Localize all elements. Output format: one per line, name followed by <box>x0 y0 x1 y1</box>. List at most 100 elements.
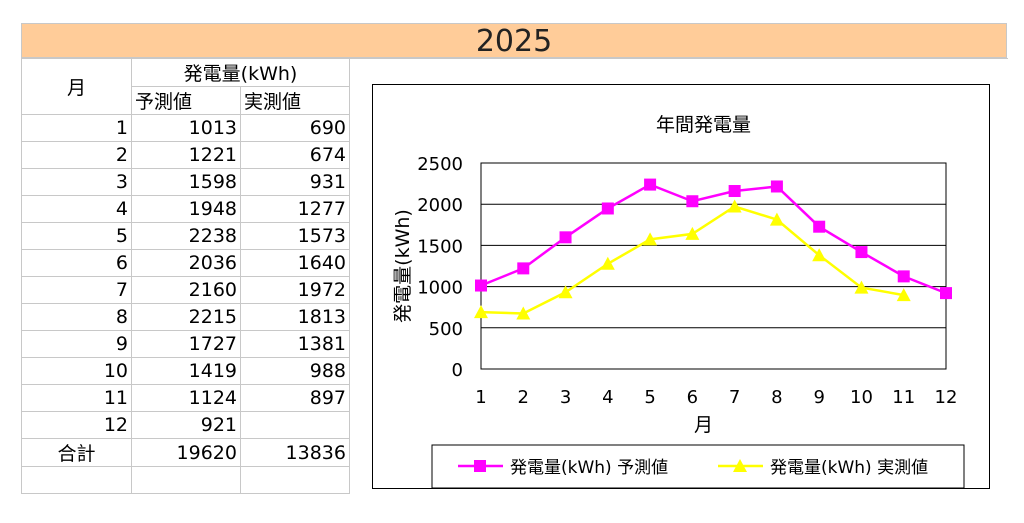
cell-month[interactable]: 1 <box>21 114 132 142</box>
cell-actual[interactable]: 1640 <box>240 249 350 277</box>
data-point-1 <box>686 195 699 208</box>
chart[interactable]: 年間発電量 0 500 1000 1500 2000 2500 1 2 3 4 5 6 7 8 9 10 11 12… <box>372 84 990 489</box>
cell-forecast[interactable]: 1013 <box>131 114 241 142</box>
cell-forecast[interactable]: 2160 <box>131 276 241 304</box>
data-point-1 <box>601 202 614 215</box>
series-line-1 <box>480 183 947 295</box>
y-tick-label: 1000 <box>417 278 463 299</box>
x-axis-label: 月 <box>694 414 713 436</box>
cell-month[interactable]: 2 <box>21 141 132 169</box>
cell-actual[interactable]: 931 <box>240 168 350 196</box>
data-point-1 <box>728 185 741 198</box>
cell-forecast[interactable]: 1727 <box>131 330 241 358</box>
cell-month[interactable]: 10 <box>21 357 132 385</box>
cell-month[interactable]: 6 <box>21 249 132 277</box>
total-row: 合計 19620 13836 <box>21 438 1008 467</box>
header-forecast[interactable]: 予測値 <box>131 86 241 115</box>
x-tick-label: 4 <box>602 387 613 408</box>
x-tick-label: 3 <box>560 387 571 408</box>
cell-month[interactable]: 9 <box>21 330 132 358</box>
sheet-title: 2025 <box>21 23 1007 59</box>
total-forecast[interactable]: 19620 <box>131 438 241 467</box>
header-month[interactable]: 月 <box>21 58 132 115</box>
cell-forecast[interactable]: 1419 <box>131 357 241 385</box>
cell-month[interactable]: 4 <box>21 195 132 223</box>
table-row: 3 1598 931 <box>21 168 1008 196</box>
total-label[interactable]: 合計 <box>21 438 132 467</box>
legend <box>431 444 965 489</box>
empty-cell[interactable] <box>21 466 132 494</box>
cell-forecast[interactable]: 2215 <box>131 303 241 331</box>
table-row: 8 2215 1813 <box>21 303 1008 331</box>
cell-actual[interactable] <box>240 411 350 439</box>
cell-forecast[interactable]: 2238 <box>131 222 241 250</box>
y-axis-label: 発電量(kWh) <box>392 209 414 323</box>
table-row: 1 1013 690 <box>21 114 1008 142</box>
legend-label: 発電量(kWh) 予測値 <box>510 458 668 478</box>
cell-forecast[interactable]: 1221 <box>131 141 241 169</box>
x-tick-label: 9 <box>813 387 824 408</box>
header-group[interactable]: 発電量(kWh) <box>131 58 350 87</box>
legend-marker <box>733 459 747 472</box>
y-tick-label: 500 <box>429 319 463 340</box>
data-point-2 <box>558 285 573 299</box>
data-point-2 <box>727 199 742 213</box>
cell-month[interactable]: 3 <box>21 168 132 196</box>
plot-area <box>480 162 947 370</box>
data-point-1 <box>897 270 910 283</box>
cell-month[interactable]: 12 <box>21 411 132 439</box>
data-point-2 <box>685 226 700 240</box>
total-actual[interactable]: 13836 <box>240 438 350 467</box>
cell-forecast[interactable]: 1598 <box>131 168 241 196</box>
cell-forecast[interactable]: 921 <box>131 411 241 439</box>
cell-actual[interactable]: 674 <box>240 141 350 169</box>
empty-cell[interactable] <box>240 466 350 494</box>
data-point-1 <box>475 279 487 292</box>
cell-actual[interactable]: 988 <box>240 357 350 385</box>
table-row: 6 2036 1640 <box>21 249 1008 277</box>
data-point-2 <box>643 232 658 246</box>
x-tick-label: 7 <box>729 387 740 408</box>
table-row: 2 1221 674 <box>21 141 1008 169</box>
data-point-2 <box>854 280 869 294</box>
cell-forecast[interactable]: 1948 <box>131 195 241 223</box>
x-tick-label: 12 <box>935 387 958 408</box>
table-row: 10 1419 988 <box>21 357 1008 385</box>
cell-actual[interactable]: 897 <box>240 384 350 412</box>
header-actual[interactable]: 実測値 <box>240 86 350 115</box>
cell-forecast[interactable]: 2036 <box>131 249 241 277</box>
cell-actual[interactable]: 1277 <box>240 195 350 223</box>
data-point-1 <box>644 178 657 191</box>
x-tick-label: 10 <box>850 387 873 408</box>
legend-label: 発電量(kWh) 実測値 <box>770 458 928 478</box>
empty-cell[interactable] <box>131 466 241 494</box>
x-tick-label: 11 <box>892 387 915 408</box>
legend-marker <box>474 460 486 472</box>
cell-month[interactable]: 5 <box>21 222 132 250</box>
cell-actual[interactable]: 1972 <box>240 276 350 304</box>
data-point-2 <box>769 212 784 226</box>
y-tick-label: 2500 <box>417 154 463 175</box>
cell-actual[interactable]: 1813 <box>240 303 350 331</box>
data-point-2 <box>600 256 615 270</box>
data-point-1 <box>855 246 868 259</box>
table-row: 9 1727 1381 <box>21 330 1008 358</box>
data-point-1 <box>517 262 530 275</box>
data-point-2 <box>474 305 488 319</box>
cell-month[interactable]: 11 <box>21 384 132 412</box>
cell-month[interactable]: 7 <box>21 276 132 304</box>
cell-actual[interactable]: 1573 <box>240 222 350 250</box>
cell-actual[interactable]: 1381 <box>240 330 350 358</box>
empty-row <box>21 466 1008 494</box>
data-point-1 <box>559 231 572 244</box>
x-tick-label: 8 <box>771 387 782 408</box>
chart-title: 年間発電量 <box>656 114 751 136</box>
cell-forecast[interactable]: 1124 <box>131 384 241 412</box>
cell-actual[interactable]: 690 <box>240 114 350 142</box>
series-line-2 <box>480 205 904 315</box>
x-tick-label: 6 <box>687 387 698 408</box>
y-tick-label: 0 <box>452 360 463 381</box>
cell-month[interactable]: 8 <box>21 303 132 331</box>
empty-cell[interactable] <box>349 58 1008 87</box>
